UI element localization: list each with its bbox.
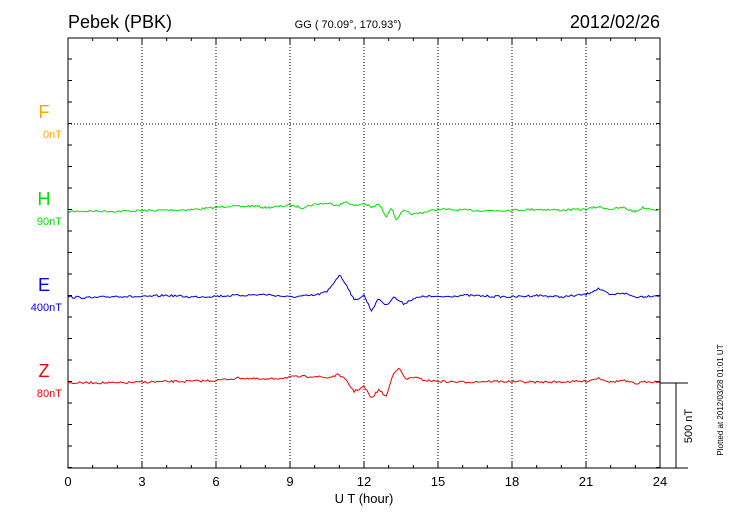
x-tick-label: 3 xyxy=(138,474,145,489)
series-offset-z: 80nT xyxy=(37,388,62,400)
series-traces xyxy=(67,201,661,398)
scale-bar-label: 500 nT xyxy=(683,409,695,444)
x-tick-label: 18 xyxy=(505,474,519,489)
series-offset-e: 400nT xyxy=(31,302,62,314)
scale-bar: 500 nT xyxy=(660,382,695,469)
x-tick-label: 9 xyxy=(286,474,293,489)
x-tick-label: 12 xyxy=(357,474,371,489)
coordinates-label: GG ( 70.09°, 170.93°) xyxy=(295,19,402,31)
series-line-z xyxy=(67,367,660,398)
x-tick-label: 21 xyxy=(579,474,593,489)
plotted-timestamp: Plotted at 2012/03/28 01:01 UT xyxy=(716,344,725,455)
x-tick-label: 0 xyxy=(64,474,71,489)
series-name-z: Z xyxy=(39,361,50,381)
series-name-h: H xyxy=(38,189,51,209)
series-labels: F 0nT H 90nT E 400nT Z 80nT xyxy=(31,102,62,400)
series-line-h xyxy=(67,201,661,221)
x-axis: 0 3 6 9 12 15 18 21 24 xyxy=(64,38,667,489)
date-label: 2012/02/26 xyxy=(570,12,660,32)
x-tick-label: 6 xyxy=(212,474,219,489)
x-tick-label: 15 xyxy=(431,474,445,489)
series-line-e xyxy=(67,274,661,313)
plot-frame xyxy=(67,37,661,469)
series-name-f: F xyxy=(39,102,50,122)
x-axis-title: U T (hour) xyxy=(335,491,394,506)
series-name-e: E xyxy=(38,275,50,295)
series-offset-h: 90nT xyxy=(37,216,62,228)
grid-lines xyxy=(68,38,660,468)
x-tick-label: 24 xyxy=(653,474,667,489)
station-title: Pebek (PBK) xyxy=(68,12,172,32)
series-offset-f: 0nT xyxy=(43,129,62,141)
